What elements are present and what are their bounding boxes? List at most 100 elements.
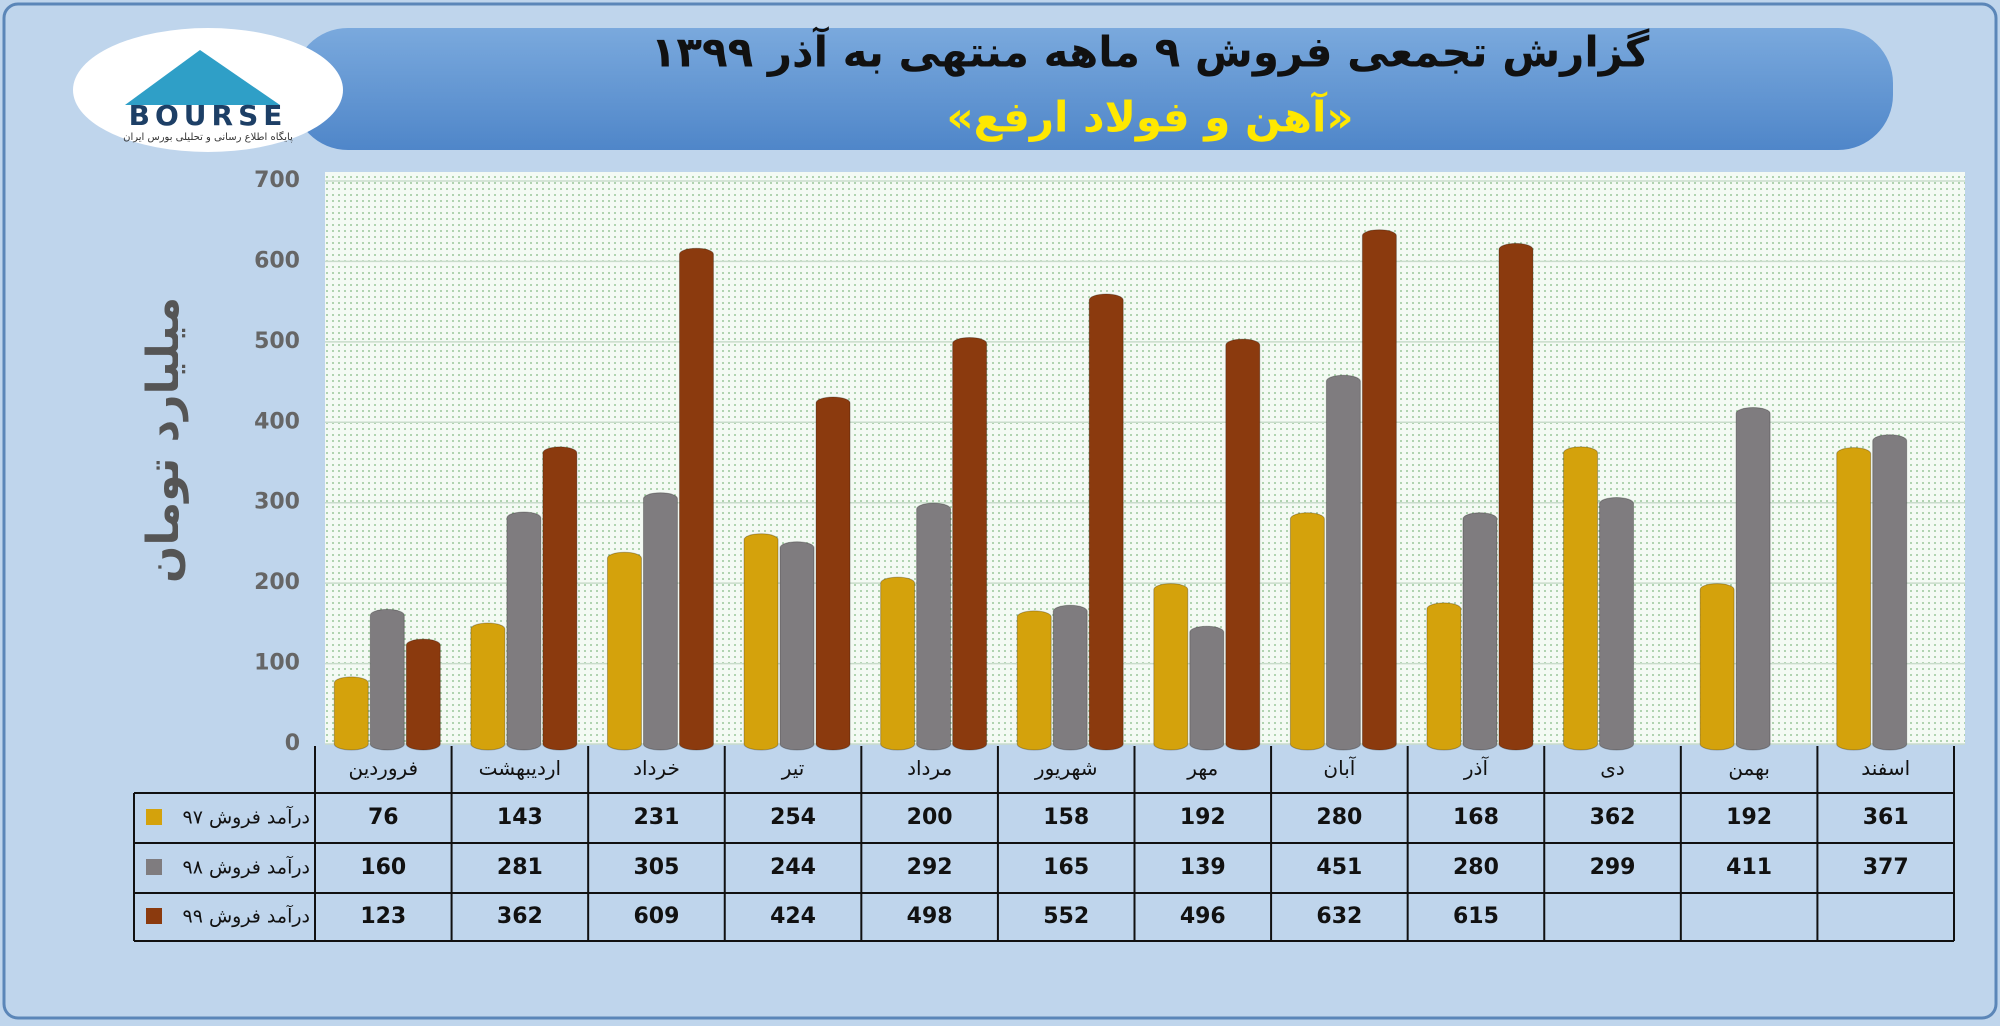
table-value: 411 bbox=[1726, 855, 1772, 880]
bar bbox=[1016, 610, 1052, 751]
bar bbox=[542, 446, 578, 751]
logo-icon bbox=[125, 50, 280, 105]
bar bbox=[1289, 512, 1325, 751]
bar bbox=[1462, 512, 1498, 751]
table-value: 362 bbox=[1590, 805, 1636, 830]
x-tick-label: خرداد bbox=[633, 756, 680, 780]
y-tick-label: 700 bbox=[254, 168, 300, 193]
y-tick-label: 300 bbox=[254, 490, 300, 515]
x-tick-label: مهر bbox=[1186, 756, 1218, 780]
table-value: 424 bbox=[770, 904, 816, 929]
bar bbox=[743, 533, 779, 751]
logo-tagline: پایگاه اطلاع رسانی و تحلیلی بورس ایران bbox=[123, 131, 293, 143]
table-value: 299 bbox=[1590, 855, 1636, 880]
bar bbox=[1153, 583, 1189, 751]
title-banner bbox=[293, 28, 1893, 150]
x-tick-label: آبان bbox=[1323, 755, 1356, 780]
table-value: 552 bbox=[1043, 904, 1089, 929]
x-tick-label: بهمن bbox=[1728, 756, 1770, 780]
bar bbox=[880, 576, 916, 751]
x-tick-label: تیر bbox=[781, 756, 805, 780]
logo-name: BOURSE bbox=[129, 99, 288, 132]
chart-title: گزارش تجمعی فروش ۹ ماهه منتهی به آذر ۱۳۹… bbox=[651, 27, 1650, 78]
table-value: 377 bbox=[1863, 855, 1909, 880]
bar bbox=[1699, 583, 1735, 751]
table-value: 76 bbox=[368, 805, 399, 830]
table-value: 292 bbox=[907, 855, 953, 880]
table-value: 362 bbox=[497, 904, 543, 929]
table-value: 200 bbox=[907, 805, 953, 830]
table-value: 281 bbox=[497, 855, 543, 880]
bar bbox=[1599, 497, 1635, 751]
table-value: 139 bbox=[1180, 855, 1226, 880]
legend-label: درآمد فروش ۹۹ bbox=[182, 904, 310, 928]
table-value: 165 bbox=[1043, 855, 1089, 880]
table-value: 143 bbox=[497, 805, 543, 830]
legend-label: درآمد فروش ۹۸ bbox=[182, 855, 310, 879]
y-tick-label: 500 bbox=[254, 329, 300, 354]
bar bbox=[678, 247, 714, 751]
x-tick-label: اسفند bbox=[1861, 756, 1910, 780]
y-tick-label: 0 bbox=[285, 731, 300, 756]
table-value: 305 bbox=[633, 855, 679, 880]
bar bbox=[1426, 602, 1462, 751]
bar bbox=[333, 676, 369, 751]
legend-swatch bbox=[146, 859, 162, 875]
table-value: 244 bbox=[770, 855, 816, 880]
table-value: 451 bbox=[1316, 855, 1362, 880]
table-value: 361 bbox=[1863, 805, 1909, 830]
legend-label: درآمد فروش ۹۷ bbox=[182, 805, 310, 829]
bar bbox=[1088, 293, 1124, 751]
bar bbox=[1563, 446, 1599, 751]
table-value: 160 bbox=[360, 855, 406, 880]
table-value: 498 bbox=[907, 904, 953, 929]
bar bbox=[1498, 242, 1534, 751]
y-tick-label: 100 bbox=[254, 651, 300, 676]
y-tick-label: 400 bbox=[254, 409, 300, 434]
table-value: 280 bbox=[1316, 805, 1362, 830]
x-tick-label: فروردین bbox=[348, 756, 418, 780]
table-value: 615 bbox=[1453, 904, 1499, 929]
y-axis-title: میلیارد تومان bbox=[138, 297, 189, 583]
bar bbox=[606, 551, 642, 751]
y-tick-label: 200 bbox=[254, 570, 300, 595]
bar bbox=[952, 336, 988, 751]
table-value: 609 bbox=[633, 904, 679, 929]
bar bbox=[1189, 625, 1225, 751]
x-tick-label: اردیبهشت bbox=[479, 756, 561, 780]
bar bbox=[369, 608, 405, 751]
table-value: 231 bbox=[633, 805, 679, 830]
x-tick-label: دی bbox=[1600, 756, 1625, 780]
legend-swatch bbox=[146, 809, 162, 825]
table-value: 158 bbox=[1043, 805, 1089, 830]
table-value: 168 bbox=[1453, 805, 1499, 830]
table-value: 632 bbox=[1316, 904, 1362, 929]
table-value: 280 bbox=[1453, 855, 1499, 880]
bar bbox=[642, 492, 678, 751]
plot-area bbox=[325, 172, 1965, 744]
table-value: 496 bbox=[1180, 904, 1226, 929]
x-tick-label: شهریور bbox=[1034, 756, 1098, 780]
bar bbox=[815, 396, 851, 751]
bar bbox=[405, 638, 441, 751]
table-value: 192 bbox=[1180, 805, 1226, 830]
bar bbox=[1052, 604, 1088, 751]
x-tick-label: مرداد bbox=[907, 756, 952, 780]
bar bbox=[470, 622, 506, 751]
y-tick-label: 600 bbox=[254, 248, 300, 273]
chart-subtitle: «آهن و فولاد ارفع» bbox=[947, 92, 1354, 143]
bar bbox=[916, 502, 952, 751]
table-value: 192 bbox=[1726, 805, 1772, 830]
bar bbox=[1325, 374, 1361, 751]
bar bbox=[779, 541, 815, 751]
bar bbox=[506, 511, 542, 751]
x-tick-label: آذر bbox=[1463, 755, 1490, 780]
bar bbox=[1225, 338, 1261, 751]
legend-swatch bbox=[146, 908, 162, 924]
bar bbox=[1735, 406, 1771, 751]
bar bbox=[1836, 447, 1872, 751]
table-value: 254 bbox=[770, 805, 816, 830]
table-value: 123 bbox=[360, 904, 406, 929]
